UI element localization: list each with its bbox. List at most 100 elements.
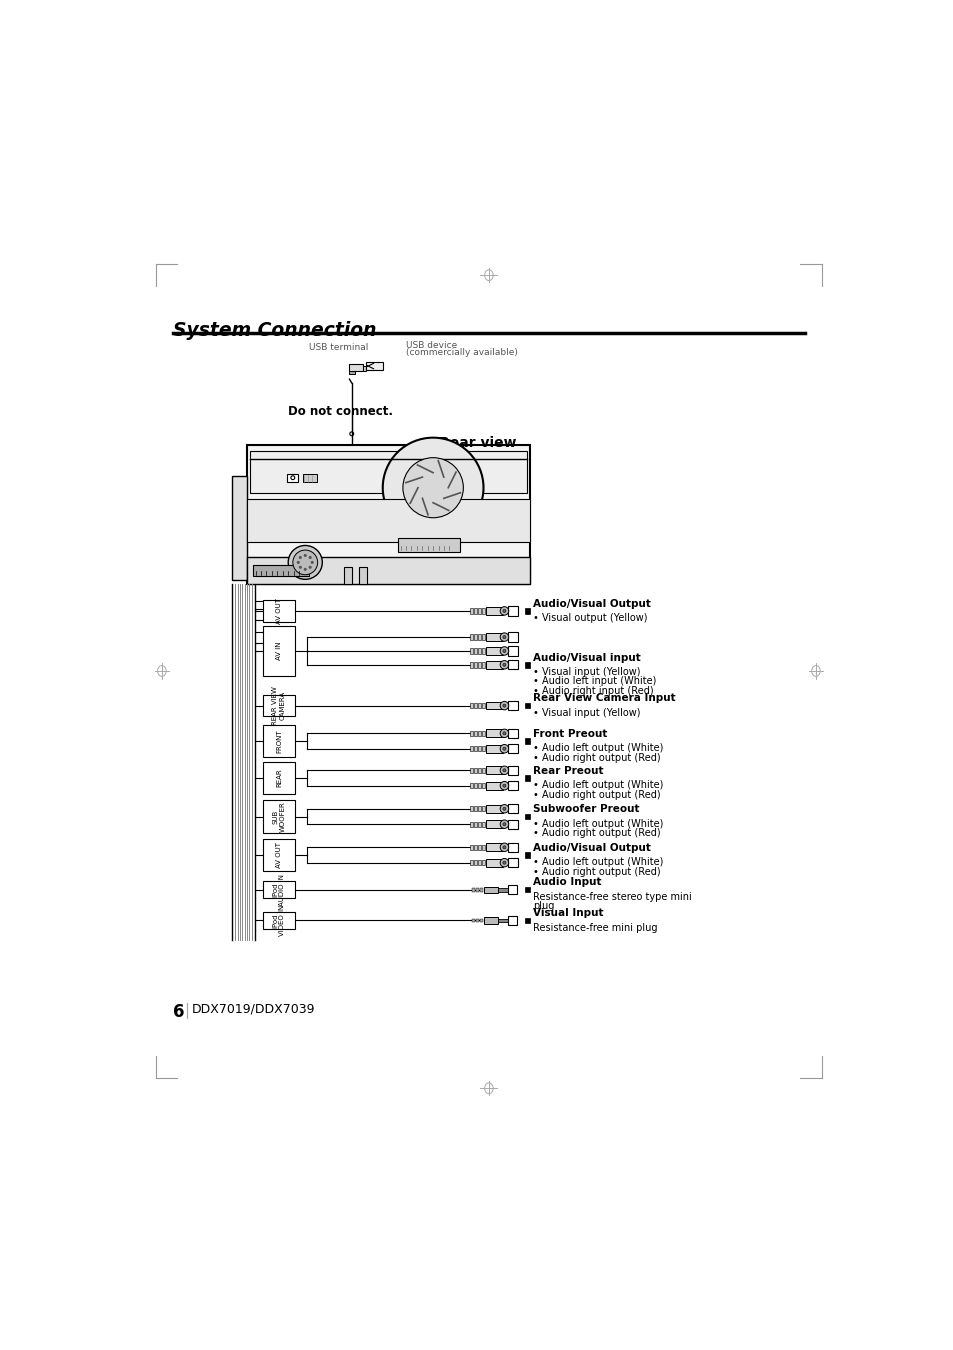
- Bar: [474, 730, 476, 736]
- Circle shape: [499, 819, 508, 829]
- Bar: [485, 745, 502, 752]
- Circle shape: [499, 729, 508, 737]
- Bar: [470, 822, 473, 828]
- Text: • Audio left output (White): • Audio left output (White): [533, 857, 662, 867]
- Bar: [303, 474, 316, 482]
- Circle shape: [502, 822, 505, 826]
- Circle shape: [502, 732, 505, 734]
- Bar: [481, 648, 484, 653]
- Bar: [524, 775, 530, 780]
- Text: Audio/Visual Output: Audio/Visual Output: [533, 598, 650, 609]
- Bar: [497, 888, 507, 891]
- Bar: [472, 918, 475, 922]
- Bar: [485, 859, 502, 867]
- Bar: [474, 783, 476, 788]
- Bar: [524, 887, 530, 892]
- Bar: [485, 767, 502, 774]
- Bar: [474, 609, 476, 614]
- Bar: [481, 860, 484, 865]
- Bar: [508, 842, 517, 852]
- Circle shape: [288, 545, 322, 579]
- Bar: [470, 768, 473, 774]
- Bar: [472, 888, 475, 891]
- Bar: [477, 730, 480, 736]
- Bar: [477, 860, 480, 865]
- Text: 6: 6: [173, 1003, 185, 1021]
- Circle shape: [502, 649, 505, 652]
- Bar: [477, 662, 480, 667]
- Circle shape: [502, 861, 505, 864]
- Bar: [524, 703, 530, 709]
- Bar: [474, 703, 476, 709]
- Bar: [262, 601, 294, 622]
- Bar: [470, 648, 473, 653]
- Text: Front Preout: Front Preout: [533, 729, 607, 738]
- Bar: [485, 702, 502, 710]
- Bar: [247, 558, 530, 585]
- Circle shape: [499, 702, 508, 710]
- Bar: [508, 729, 517, 738]
- Text: SUB
WOOFER: SUB WOOFER: [273, 801, 285, 832]
- Bar: [485, 647, 502, 655]
- Text: iPod
VIDEO IN: iPod VIDEO IN: [273, 904, 285, 936]
- Text: Visual Input: Visual Input: [533, 909, 603, 918]
- Circle shape: [502, 747, 505, 751]
- Bar: [507, 915, 517, 925]
- Circle shape: [502, 705, 505, 707]
- Bar: [485, 633, 502, 641]
- Circle shape: [499, 782, 508, 790]
- Bar: [477, 648, 480, 653]
- Bar: [287, 474, 298, 482]
- Bar: [262, 725, 294, 757]
- Text: REAR VIEW
CAMERA: REAR VIEW CAMERA: [273, 686, 285, 725]
- Bar: [477, 806, 480, 811]
- Bar: [508, 765, 517, 775]
- Bar: [470, 609, 473, 614]
- Circle shape: [309, 566, 312, 568]
- Bar: [262, 761, 294, 794]
- Bar: [485, 729, 502, 737]
- Bar: [479, 918, 482, 922]
- Circle shape: [291, 475, 294, 479]
- Bar: [485, 844, 502, 850]
- Bar: [524, 738, 530, 744]
- Text: plug: plug: [533, 902, 554, 911]
- Circle shape: [309, 556, 312, 559]
- Bar: [470, 783, 473, 788]
- Circle shape: [499, 765, 508, 775]
- Text: • Audio left input (White): • Audio left input (White): [533, 676, 656, 686]
- Bar: [474, 822, 476, 828]
- Bar: [497, 918, 507, 922]
- Text: FRONT: FRONT: [275, 729, 281, 753]
- Circle shape: [298, 566, 301, 568]
- Bar: [470, 747, 473, 752]
- Bar: [485, 805, 502, 813]
- Circle shape: [303, 568, 307, 571]
- Bar: [262, 801, 294, 833]
- Bar: [481, 634, 484, 640]
- Text: Rear view: Rear view: [438, 436, 516, 450]
- Circle shape: [499, 744, 508, 753]
- Bar: [508, 632, 517, 641]
- Text: AV OUT: AV OUT: [275, 598, 281, 624]
- Bar: [508, 606, 517, 616]
- Bar: [524, 814, 530, 819]
- Bar: [470, 662, 473, 667]
- Text: • Audio right output (Red): • Audio right output (Red): [533, 790, 660, 799]
- Bar: [508, 647, 517, 656]
- Text: • Audio left output (White): • Audio left output (White): [533, 744, 662, 753]
- Text: • Visual input (Yellow): • Visual input (Yellow): [533, 707, 639, 718]
- Circle shape: [502, 807, 505, 810]
- Bar: [474, 747, 476, 752]
- Bar: [250, 451, 526, 493]
- Bar: [470, 634, 473, 640]
- Circle shape: [293, 549, 317, 575]
- Text: Subwoofer Preout: Subwoofer Preout: [533, 805, 639, 814]
- Bar: [484, 887, 497, 892]
- Bar: [262, 882, 294, 898]
- Bar: [365, 362, 382, 370]
- Text: REAR: REAR: [275, 768, 281, 787]
- Circle shape: [502, 609, 505, 613]
- Text: • Audio right output (Red): • Audio right output (Red): [533, 828, 660, 838]
- Bar: [477, 609, 480, 614]
